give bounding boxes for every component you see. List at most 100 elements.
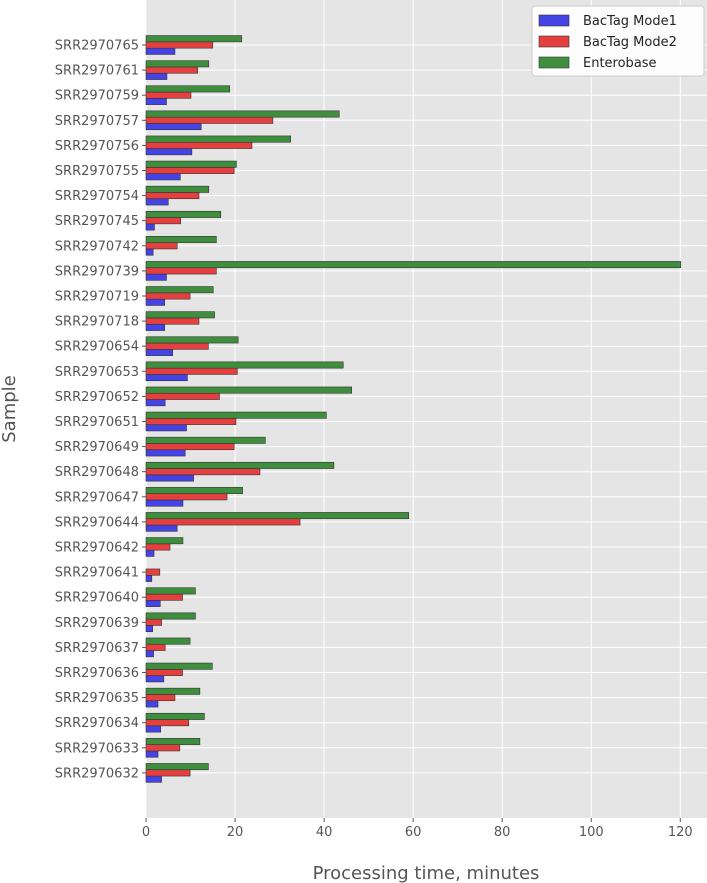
bar-enterobase [145,236,217,243]
bar-bactag-mode1 [145,349,174,356]
bar-enterobase [145,763,209,771]
y-tick-label: SRR2970642 [55,541,139,556]
bar-bactag-mode1 [145,750,159,758]
bar-bactag-mode2 [145,116,274,124]
bar-bactag-mode1 [145,198,169,206]
bar-bactag-mode2 [145,217,182,225]
x-tick-label: 0 [142,825,150,840]
bar-bactag-mode1 [145,123,202,131]
bar-bactag-mode2 [145,66,198,74]
bar-bactag-mode2 [145,267,217,275]
bar-bactag-mode2 [145,91,192,99]
legend-label: BacTag Mode1 [583,14,677,29]
bar-enterobase [145,587,196,595]
y-tick-label: SRR2970653 [55,365,139,380]
bar-bactag-mode2 [145,618,162,626]
bar-bactag-mode2 [145,493,228,501]
bar-bactag-mode1 [145,600,161,607]
y-tick-label: SRR2970633 [55,741,139,756]
y-tick-label: SRR2970755 [55,164,139,179]
bar-bactag-mode2 [145,769,191,777]
x-tick-label: 80 [494,825,511,840]
bar-enterobase [145,35,243,43]
bar-enterobase [145,738,201,745]
bar-bactag-mode2 [145,443,235,451]
bar-bactag-mode1 [145,298,166,306]
bar-bactag-mode2 [145,141,253,149]
bar-bactag-mode1 [145,323,166,331]
y-tick-label: SRR2970739 [55,264,139,279]
bar-bactag-mode2 [145,242,178,250]
legend-label: Enterobase [583,56,657,71]
bar-enterobase [145,662,213,670]
bar-bactag-mode1 [145,675,165,683]
y-tick-label: SRR2970757 [55,114,139,129]
y-tick-label: SRR2970719 [55,290,139,305]
x-tick-labels: 0 20 40 60 80 100 120 [142,818,693,840]
legend: BacTag Mode1 BacTag Mode2 Enterobase [531,5,705,77]
bar-enterobase [145,411,327,419]
bar-enterobase [145,210,222,218]
bar-bactag-mode2 [145,643,166,651]
bar-bactag-mode1 [145,374,188,382]
x-axis-label: Processing time, minutes [313,863,540,883]
y-axis-label: Sample [0,375,20,443]
bar-bactag-mode1 [145,248,154,256]
y-tick-label: SRR2970718 [55,315,139,330]
y-tick-label: SRR2970759 [55,89,139,104]
bar-bactag-mode2 [145,292,191,300]
bar-bactag-mode1 [145,273,167,281]
bar-bactag-mode2 [145,543,171,551]
bar-bactag-mode2 [145,192,200,200]
bar-bactag-mode2 [145,518,301,526]
y-tick-label: SRR2970632 [55,766,139,781]
bar-enterobase [145,637,191,645]
bar-enterobase [145,85,231,93]
y-tick-label: SRR2970654 [55,340,139,355]
bar-enterobase [145,512,409,520]
x-tick-label: 40 [316,825,333,840]
bar-bactag-mode1 [145,148,193,156]
legend-swatch [538,14,570,27]
bar-bactag-mode1 [145,424,187,432]
y-tick-label: SRR2970634 [55,716,139,731]
y-tick-label: SRR2970765 [55,39,139,54]
bar-enterobase [145,386,352,394]
legend-label: BacTag Mode2 [583,35,677,50]
bar-enterobase [145,135,292,143]
bar-bactag-mode1 [145,399,166,407]
bar-bactag-mode1 [145,474,194,482]
bar-bactag-mode1 [145,223,155,231]
y-tick-label: SRR2970635 [55,691,139,706]
y-tick-label: SRR2970652 [55,390,139,405]
x-tick-label: 60 [405,825,422,840]
y-tick-label: SRR2970641 [55,566,139,581]
bar-bactag-mode2 [145,468,261,476]
bar-bactag-mode2 [145,744,181,752]
y-tick-label: SRR2970756 [55,139,139,154]
y-tick-label: SRR2970649 [55,440,139,455]
y-tick-label: SRR2970648 [55,465,139,480]
bars [145,35,682,783]
bar-bactag-mode2 [145,392,220,400]
y-tick-label: SRR2970639 [55,616,139,631]
bar-bactag-mode1 [145,625,153,633]
bar-bactag-mode2 [145,669,183,676]
bar-enterobase [145,712,205,720]
bar-enterobase [145,261,682,269]
bar-bactag-mode1 [145,650,154,658]
x-tick-label: 120 [668,825,693,840]
bar-enterobase [145,361,344,369]
bar-bactag-mode2 [145,418,237,425]
legend-swatch [538,35,570,48]
bar-enterobase [145,286,214,294]
bar-bactag-mode2 [145,41,214,49]
bar-bactag-mode1 [145,173,181,181]
y-tick-label: SRR2970651 [55,415,139,430]
y-tick-label: SRR2970647 [55,490,139,505]
bar-bactag-mode2 [145,167,235,174]
bar-bactag-mode2 [145,367,238,375]
y-tick-label: SRR2970745 [55,214,139,229]
bar-enterobase [145,436,266,444]
